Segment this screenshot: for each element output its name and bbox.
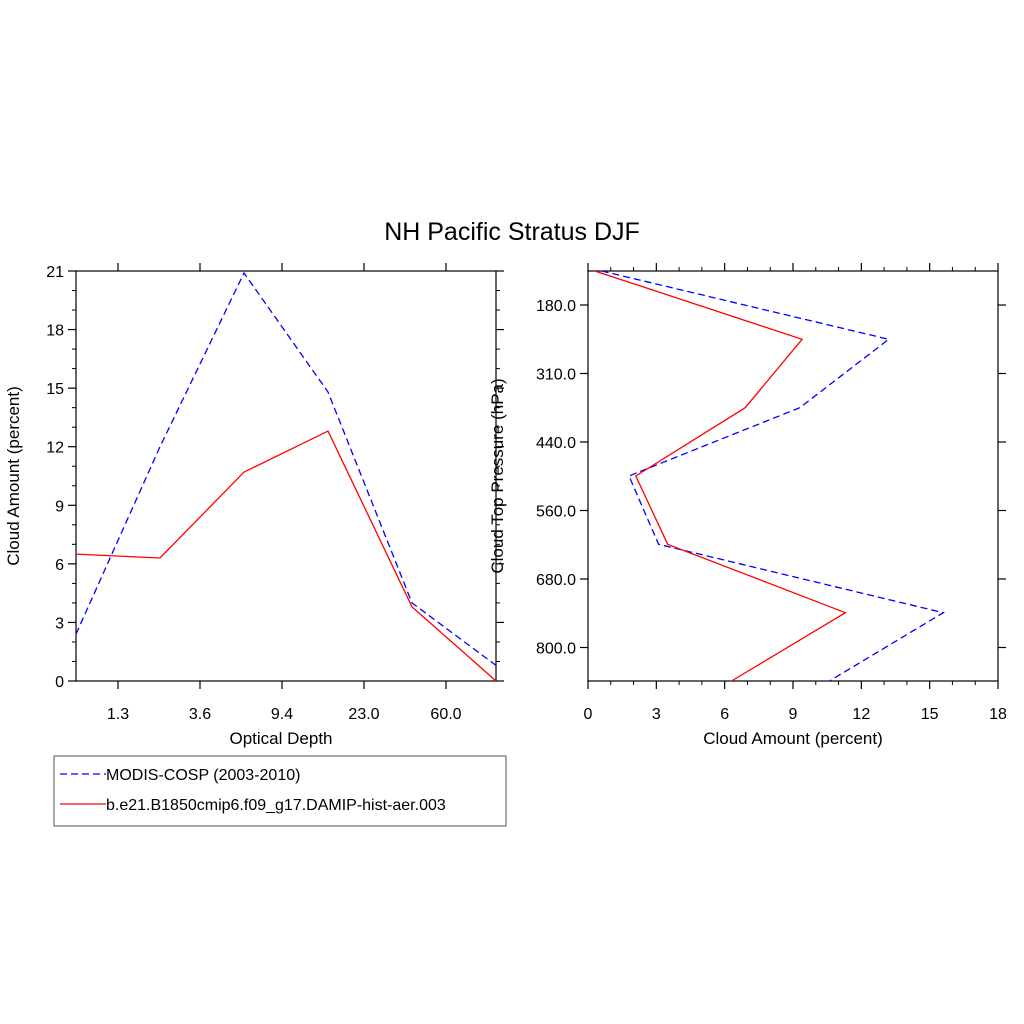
right-y-tick-label: 560.0 bbox=[536, 504, 576, 521]
left-x-tick-label: 60.0 bbox=[430, 706, 461, 723]
left-y-tick-label: 21 bbox=[46, 264, 64, 281]
left-x-tick-label: 9.4 bbox=[271, 706, 293, 723]
left-x-tick-label: 23.0 bbox=[348, 706, 379, 723]
left-y-tick-label: 12 bbox=[46, 440, 64, 457]
left-x-tick-label: 1.3 bbox=[107, 706, 129, 723]
left-x-axis-label: Optical Depth bbox=[230, 729, 333, 748]
right-chart-panel: 0 3 6 9 12 15 18 180.0 310.0 440.0 560.0 680.0 800.0… bbox=[488, 263, 1007, 748]
right-y-tick-label: 440.0 bbox=[536, 435, 576, 452]
left-y-tick-label: 9 bbox=[55, 498, 64, 515]
left-series-layer bbox=[75, 271, 497, 682]
right-x-tick-label: 9 bbox=[789, 706, 798, 723]
right-y-axis-label: Cloud Top Pressure (hPa) bbox=[488, 378, 507, 573]
right-y-tick-label: 800.0 bbox=[536, 641, 576, 658]
right-y-tick-label: 180.0 bbox=[536, 298, 576, 315]
right-series-line-model bbox=[594, 270, 847, 682]
left-y-tick-label: 3 bbox=[55, 615, 64, 632]
right-x-tick-label: 0 bbox=[584, 706, 593, 723]
left-series-line-modis bbox=[75, 271, 497, 666]
left-y-axis-label: Cloud Amount (percent) bbox=[4, 386, 23, 566]
right-series-line-modis bbox=[601, 270, 945, 682]
right-series-layer bbox=[594, 270, 945, 682]
right-plot-frame bbox=[587, 270, 999, 682]
legend-label-modis: MODIS-COSP (2003-2010) bbox=[106, 767, 300, 784]
left-plot-frame bbox=[75, 270, 497, 682]
legend-box bbox=[53, 755, 507, 827]
left-series-line-model bbox=[75, 430, 497, 682]
right-x-tick-label: 6 bbox=[720, 706, 729, 723]
right-x-tick-label: 15 bbox=[921, 706, 939, 723]
right-x-tick-label: 18 bbox=[989, 706, 1007, 723]
right-x-axis-label: Cloud Amount (percent) bbox=[703, 729, 883, 748]
legend: MODIS-COSP (2003-2010) b.e21.B1850cmip6.… bbox=[53, 755, 507, 827]
left-y-tick-label: 0 bbox=[55, 674, 64, 691]
left-chart-panel: 0 3 6 9 12 15 18 21 1.3 3.6 9.4 23.0 60.0 Optical De… bbox=[4, 263, 504, 748]
left-y-tick-label: 18 bbox=[46, 323, 64, 340]
left-y-tick-label: 15 bbox=[46, 381, 64, 398]
figure-title: NH Pacific Stratus DJF bbox=[384, 218, 640, 246]
right-y-tick-label: 680.0 bbox=[536, 572, 576, 589]
left-x-tick-label: 3.6 bbox=[189, 706, 211, 723]
left-y-tick-label: 6 bbox=[55, 557, 64, 574]
left-axis-ticks: 0 3 6 9 12 15 18 21 1.3 3.6 9.4 23.0 60.0 bbox=[46, 263, 504, 723]
right-y-tick-label: 310.0 bbox=[536, 367, 576, 384]
legend-label-model: b.e21.B1850cmip6.f09_g17.DAMIP-hist-aer.… bbox=[106, 797, 446, 814]
right-axis-ticks: 0 3 6 9 12 15 18 180.0 310.0 440.0 560.0 680.0 800.0 bbox=[536, 263, 1007, 723]
right-x-tick-label: 3 bbox=[652, 706, 661, 723]
right-x-tick-label: 12 bbox=[852, 706, 870, 723]
